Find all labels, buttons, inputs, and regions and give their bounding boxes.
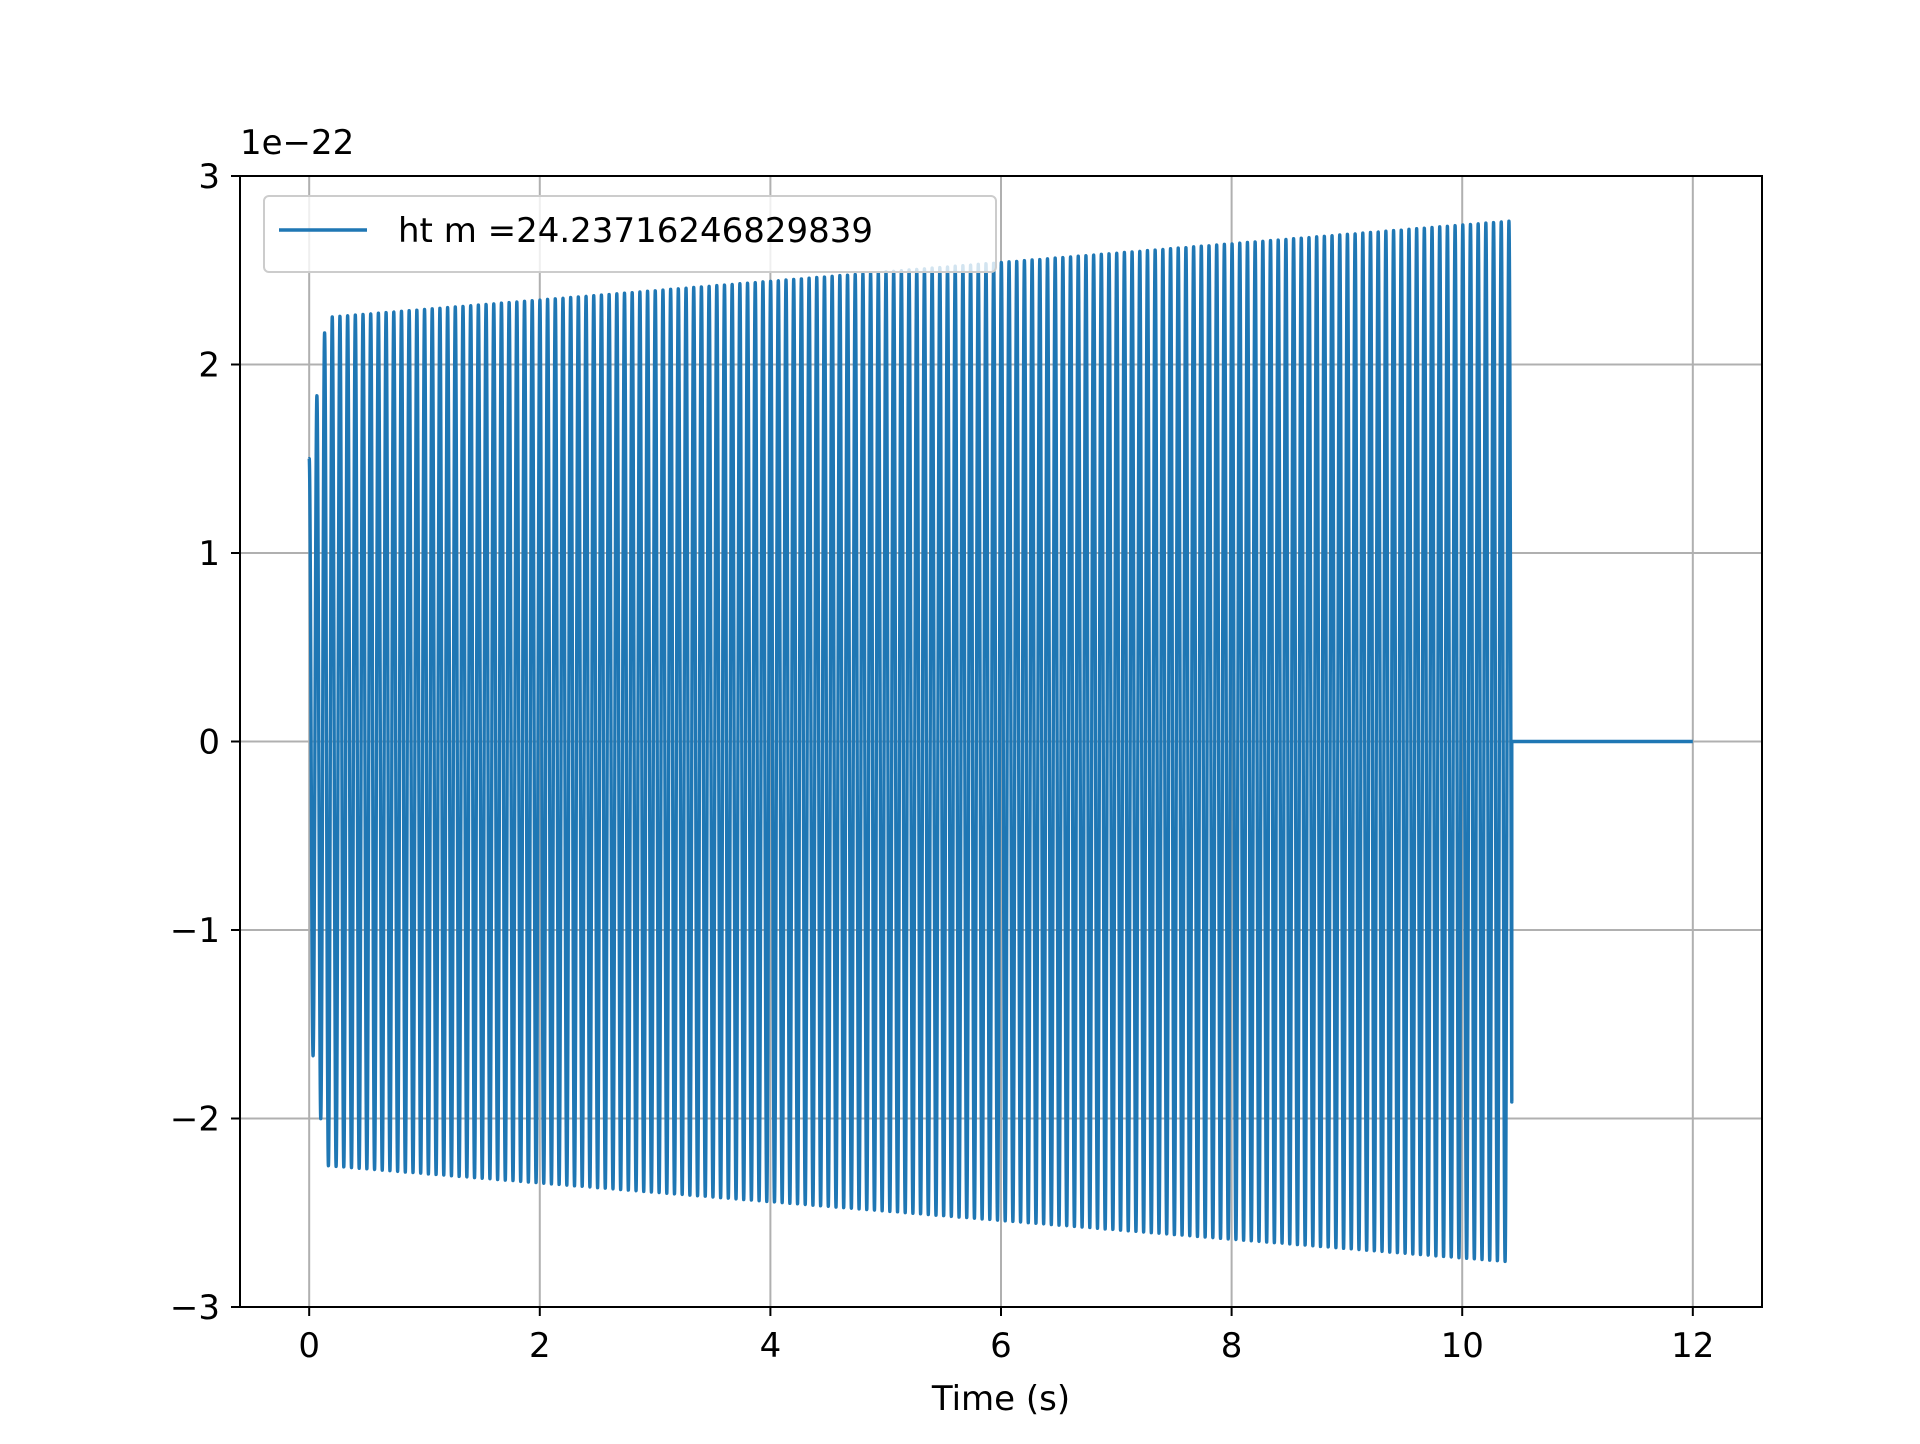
legend-entry-label: ht m =24.23716246829839 bbox=[398, 211, 873, 251]
x-axis: 0 2 4 6 8 10 12 bbox=[298, 1307, 1714, 1366]
x-tick-label: 0 bbox=[298, 1326, 320, 1366]
x-tick-label: 6 bbox=[990, 1326, 1012, 1366]
x-axis-label: Time (s) bbox=[931, 1379, 1070, 1419]
y-offset-label: 1e−22 bbox=[240, 123, 354, 163]
x-tick-label: 12 bbox=[1671, 1326, 1714, 1366]
y-tick-label: 2 bbox=[198, 346, 220, 386]
y-tick-label: 1 bbox=[198, 534, 220, 574]
series-line-ht bbox=[307, 219, 1514, 1264]
x-tick-label: 10 bbox=[1441, 1326, 1484, 1366]
legend: ht m =24.23716246829839 bbox=[263, 195, 997, 273]
x-tick-label: 8 bbox=[1221, 1326, 1243, 1366]
legend-box bbox=[263, 195, 997, 273]
x-tick-label: 2 bbox=[529, 1326, 551, 1366]
y-tick-label: −2 bbox=[170, 1100, 220, 1140]
y-tick-label: −1 bbox=[170, 911, 220, 951]
y-axis: −3 −2 −1 0 1 2 3 bbox=[170, 157, 240, 1328]
y-tick-label: −3 bbox=[170, 1288, 220, 1328]
y-tick-label: 3 bbox=[198, 157, 220, 197]
y-tick-label: 0 bbox=[198, 723, 220, 763]
x-tick-label: 4 bbox=[760, 1326, 782, 1366]
